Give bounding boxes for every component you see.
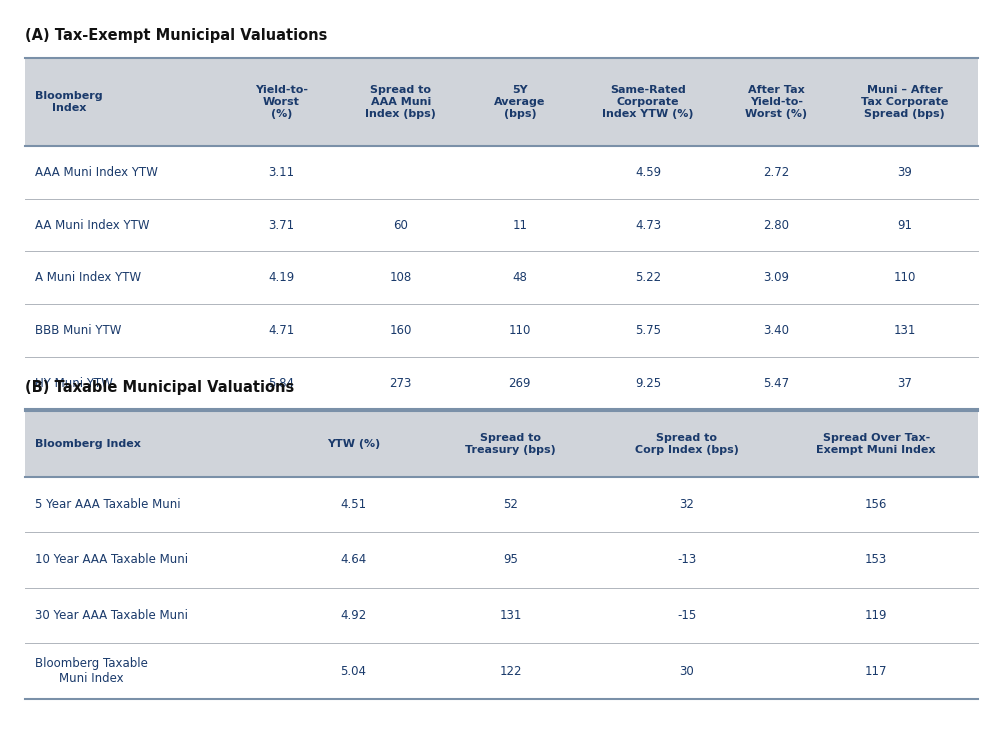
Text: 3.09: 3.09 bbox=[763, 271, 789, 284]
Text: 110: 110 bbox=[894, 271, 916, 284]
Text: 5.22: 5.22 bbox=[635, 271, 661, 284]
Text: 4.64: 4.64 bbox=[340, 553, 367, 567]
Text: 5 Year AAA Taxable Muni: 5 Year AAA Taxable Muni bbox=[35, 498, 181, 511]
Text: 48: 48 bbox=[512, 271, 527, 284]
Text: BBB Muni YTW: BBB Muni YTW bbox=[35, 324, 121, 337]
Text: 110: 110 bbox=[509, 324, 531, 337]
Text: 5Y
Average
(bps): 5Y Average (bps) bbox=[494, 86, 546, 119]
Text: 39: 39 bbox=[897, 166, 912, 179]
Text: 122: 122 bbox=[500, 664, 522, 678]
Text: (B) Taxable Municipal Valuations: (B) Taxable Municipal Valuations bbox=[25, 380, 294, 395]
Text: 10 Year AAA Taxable Muni: 10 Year AAA Taxable Muni bbox=[35, 553, 188, 567]
Bar bbox=[25, 58, 978, 146]
Text: 153: 153 bbox=[865, 553, 887, 567]
Text: 95: 95 bbox=[503, 553, 518, 567]
Text: 131: 131 bbox=[894, 324, 916, 337]
Text: 5.75: 5.75 bbox=[635, 324, 661, 337]
Text: 3.71: 3.71 bbox=[269, 219, 295, 232]
Text: AA Muni Index YTW: AA Muni Index YTW bbox=[35, 219, 150, 232]
Text: 60: 60 bbox=[393, 219, 408, 232]
Text: 30 Year AAA Taxable Muni: 30 Year AAA Taxable Muni bbox=[35, 609, 188, 622]
Text: 160: 160 bbox=[390, 324, 412, 337]
Text: 91: 91 bbox=[897, 219, 912, 232]
Text: Bloomberg Index: Bloomberg Index bbox=[35, 439, 141, 449]
Text: Spread to
AAA Muni
Index (bps): Spread to AAA Muni Index (bps) bbox=[365, 86, 436, 119]
Text: 5.47: 5.47 bbox=[763, 376, 789, 390]
Text: 37: 37 bbox=[897, 376, 912, 390]
Text: Spread to
Corp Index (bps): Spread to Corp Index (bps) bbox=[635, 433, 738, 455]
Text: (A) Tax-Exempt Municipal Valuations: (A) Tax-Exempt Municipal Valuations bbox=[25, 28, 327, 43]
Text: 9.25: 9.25 bbox=[635, 376, 661, 390]
Text: 52: 52 bbox=[503, 498, 518, 511]
Text: 32: 32 bbox=[679, 498, 694, 511]
Text: Spread to
Treasury (bps): Spread to Treasury (bps) bbox=[465, 433, 556, 455]
Text: 273: 273 bbox=[390, 376, 412, 390]
Bar bbox=[25, 411, 978, 477]
Text: 30: 30 bbox=[679, 664, 694, 678]
Text: 119: 119 bbox=[865, 609, 887, 622]
Text: 4.71: 4.71 bbox=[268, 324, 295, 337]
Text: 131: 131 bbox=[500, 609, 522, 622]
Text: Yield-to-
Worst
(%): Yield-to- Worst (%) bbox=[255, 86, 308, 119]
Text: 156: 156 bbox=[865, 498, 887, 511]
Text: 4.51: 4.51 bbox=[340, 498, 367, 511]
Text: 3.40: 3.40 bbox=[763, 324, 789, 337]
Text: 5.84: 5.84 bbox=[269, 376, 295, 390]
Text: 3.11: 3.11 bbox=[269, 166, 295, 179]
Text: 117: 117 bbox=[865, 664, 887, 678]
Text: Spread Over Tax-
Exempt Muni Index: Spread Over Tax- Exempt Muni Index bbox=[816, 433, 936, 455]
Text: 4.92: 4.92 bbox=[340, 609, 367, 622]
Text: 108: 108 bbox=[390, 271, 412, 284]
Text: -15: -15 bbox=[677, 609, 696, 622]
Text: A Muni Index YTW: A Muni Index YTW bbox=[35, 271, 141, 284]
Text: 5.04: 5.04 bbox=[340, 664, 366, 678]
Text: YTW (%): YTW (%) bbox=[327, 439, 380, 449]
Text: HY Muni YTW: HY Muni YTW bbox=[35, 376, 113, 390]
Text: 4.73: 4.73 bbox=[635, 219, 661, 232]
Text: After Tax
Yield-to-
Worst (%): After Tax Yield-to- Worst (%) bbox=[745, 86, 807, 119]
Text: Same-Rated
Corporate
Index YTW (%): Same-Rated Corporate Index YTW (%) bbox=[602, 86, 694, 119]
Text: 269: 269 bbox=[509, 376, 531, 390]
Text: 2.80: 2.80 bbox=[763, 219, 789, 232]
Text: -13: -13 bbox=[677, 553, 696, 567]
Text: 4.19: 4.19 bbox=[268, 271, 295, 284]
Text: Muni – After
Tax Corporate
Spread (bps): Muni – After Tax Corporate Spread (bps) bbox=[861, 86, 948, 119]
Text: 11: 11 bbox=[512, 219, 527, 232]
Text: Bloomberg
Index: Bloomberg Index bbox=[35, 91, 103, 113]
Text: AAA Muni Index YTW: AAA Muni Index YTW bbox=[35, 166, 158, 179]
Text: 4.59: 4.59 bbox=[635, 166, 661, 179]
Text: Bloomberg Taxable
Muni Index: Bloomberg Taxable Muni Index bbox=[35, 657, 148, 685]
Text: 2.72: 2.72 bbox=[763, 166, 790, 179]
